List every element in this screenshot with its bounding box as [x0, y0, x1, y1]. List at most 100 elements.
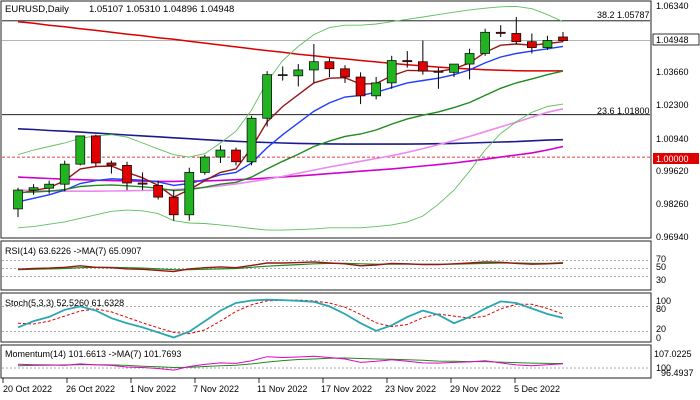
current-price-label: 1.04948 — [656, 35, 689, 45]
momentum-tick: 100 — [656, 363, 671, 373]
price-tick: 1.00940 — [656, 134, 689, 144]
candle — [28, 184, 39, 195]
price-panel[interactable] — [0, 0, 652, 239]
candle — [464, 48, 475, 80]
bull-candle-body — [75, 135, 86, 165]
candle — [293, 64, 304, 87]
current-price-tag — [652, 33, 700, 46]
candle — [262, 71, 272, 127]
bollinger-upper-line — [17, 5, 564, 158]
candle — [418, 40, 428, 75]
rsi-panel[interactable] — [0, 240, 652, 291]
price-tick: 1.02300 — [656, 100, 689, 110]
price-tick: 0.96940 — [656, 232, 689, 242]
date-tick: 7 Nov 2022 — [193, 384, 239, 394]
parity-price-tag — [653, 153, 699, 164]
price-tick: 1.06340 — [656, 1, 689, 11]
bear-candle-body — [122, 164, 132, 184]
bull-candle-body — [449, 63, 459, 73]
parity-price-label: 1.00000 — [656, 154, 689, 164]
momentum-title: Momentum(14) 101.6613 ->MA(7) 101.7693 — [5, 349, 181, 359]
date-tick: 1 Nov 2022 — [130, 384, 176, 394]
candle — [542, 35, 553, 50]
stoch-tick: 0 — [656, 333, 661, 343]
bear-candle-body — [168, 196, 179, 216]
bear-candle-body — [495, 31, 506, 34]
price-tick: 0.98260 — [656, 199, 689, 209]
bear-candle-body — [106, 162, 117, 166]
date-tick: 23 Nov 2022 — [385, 384, 436, 394]
date-tick: 17 Nov 2022 — [321, 384, 372, 394]
candle — [324, 58, 335, 78]
momentum-line — [17, 355, 564, 371]
bear-candle-body — [527, 41, 537, 48]
candle — [75, 135, 86, 166]
bull-candle-body — [13, 189, 23, 210]
candle — [449, 63, 459, 78]
candle — [246, 115, 257, 166]
ema-blue-line — [17, 45, 564, 203]
price-tick: 0.99620 — [656, 166, 689, 176]
bull-candle-body — [184, 172, 195, 216]
candle — [122, 161, 132, 191]
bear-candle-body — [324, 61, 335, 70]
bear-candle-body — [355, 76, 366, 97]
rsi-title: RSI(14) 63.6226 ->MA(7) 65.0907 — [5, 246, 141, 256]
candle — [527, 33, 537, 54]
bull-candle-body — [44, 183, 54, 189]
bull-candle-body — [309, 61, 319, 71]
bear-candle-body — [137, 182, 148, 185]
candle — [402, 51, 413, 68]
date-tick: 11 Nov 2022 — [257, 384, 307, 394]
candle — [231, 147, 241, 166]
chart-ohlc: 1.05107 1.05310 1.04896 1.04948 — [89, 4, 234, 15]
date-tick: 5 Dec 2022 — [514, 384, 560, 394]
candle — [495, 25, 506, 37]
bear-candle-body — [433, 70, 444, 73]
bull-candle-body — [246, 117, 257, 163]
date-tick: 20 Oct 2022 — [3, 384, 52, 394]
stoch-title: Stoch(5,3,3) 52.5260 61.6328 — [5, 298, 124, 308]
stoch-tick: 80 — [656, 304, 666, 314]
rsi-tick: 30 — [656, 275, 666, 285]
candle — [433, 67, 444, 89]
candle — [13, 187, 23, 218]
bull-candle-body — [480, 31, 490, 54]
momentum-tick: 96.4937 — [661, 368, 694, 378]
bear-candle-body — [511, 33, 522, 43]
bollinger-lower-line — [17, 103, 564, 231]
candle — [184, 167, 195, 221]
bear-candle-body — [418, 61, 428, 72]
bull-candle-body — [215, 149, 226, 158]
fib-label-38: 38.2 1.05787 — [597, 10, 650, 20]
bear-candle-body — [402, 60, 413, 63]
bull-candle-body — [262, 74, 272, 119]
date-tick: 26 Oct 2022 — [66, 384, 115, 394]
candle — [480, 28, 490, 56]
sma-navy-line — [17, 128, 564, 145]
bull-candle-body — [59, 163, 70, 185]
bull-candle-body — [200, 156, 210, 173]
stoch-tick: 100 — [656, 296, 671, 306]
sma-violet-line — [17, 108, 564, 192]
candle — [91, 134, 101, 167]
chart-symbol: EURUSD,Daily — [5, 4, 69, 15]
stoch-tick: 20 — [656, 324, 666, 334]
date-tick: 29 Nov 2022 — [450, 384, 501, 394]
bear-candle-body — [153, 185, 163, 198]
ema-green-line — [17, 70, 564, 194]
momentum-tick: 107.0225 — [654, 349, 692, 359]
bull-candle-body — [293, 69, 304, 77]
candle — [340, 65, 350, 83]
sma-magenta-line — [17, 145, 564, 183]
bull-candle-body — [464, 53, 475, 65]
bull-candle-body — [277, 74, 288, 77]
momentum-panel[interactable] — [0, 344, 652, 379]
candle — [200, 154, 210, 175]
candle — [511, 16, 522, 45]
rsi-tick: 70 — [656, 254, 666, 264]
candle — [309, 44, 319, 83]
candle — [137, 172, 148, 191]
candle — [44, 180, 54, 194]
